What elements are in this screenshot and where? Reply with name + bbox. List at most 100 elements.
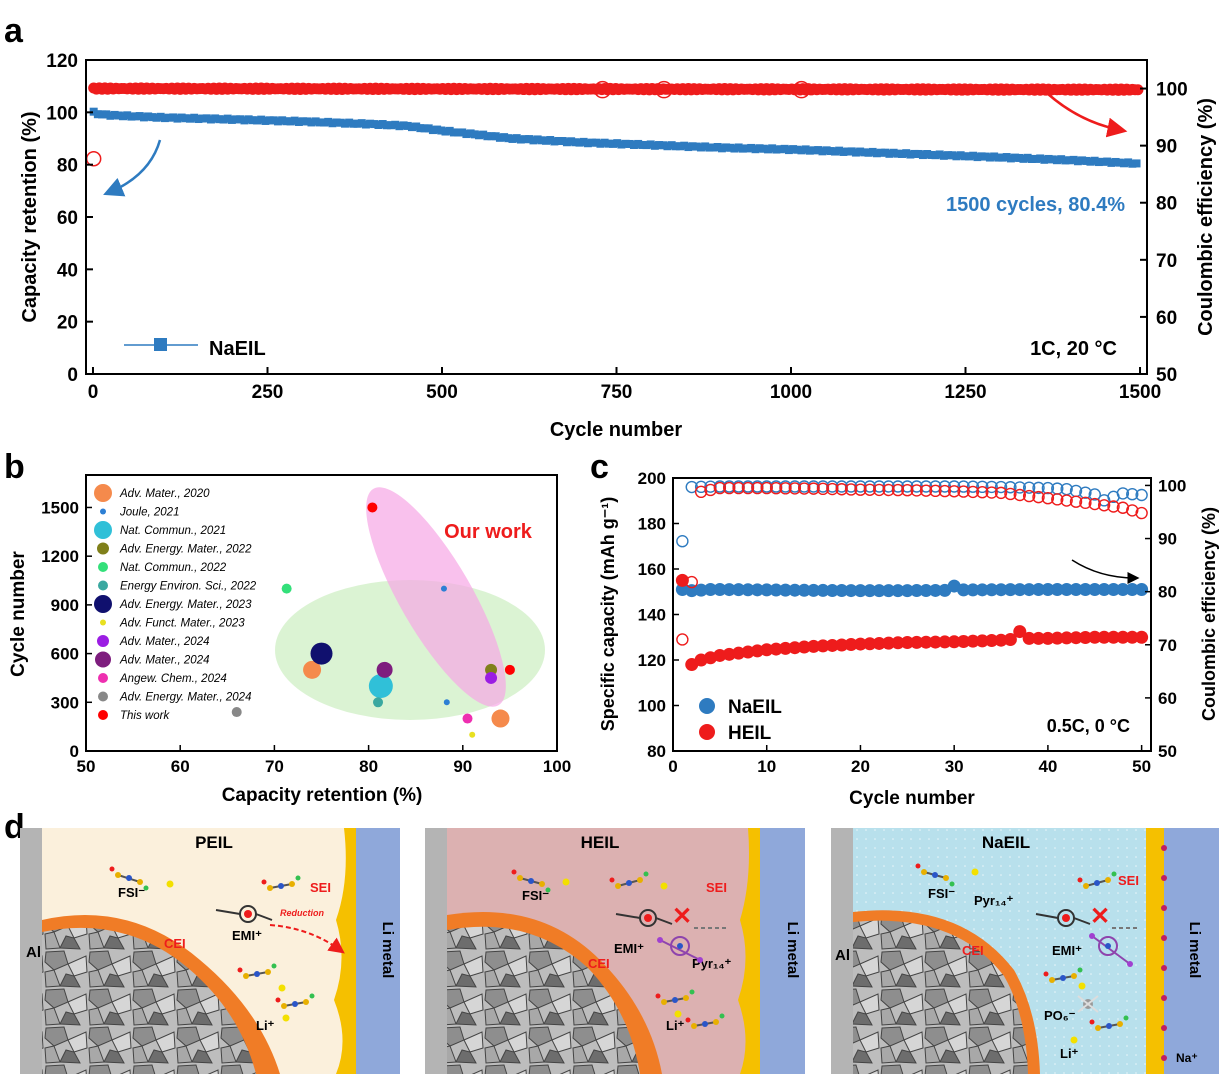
capacity-marker	[900, 635, 914, 649]
y-tick-label: 40	[57, 260, 78, 281]
capacity-marker	[219, 115, 228, 124]
capacity-marker	[750, 583, 764, 597]
capacity-marker	[583, 139, 592, 148]
capacity-marker	[521, 135, 530, 144]
legend-label: Joule, 2021	[119, 507, 179, 519]
capacity-marker	[801, 145, 810, 154]
capacity-marker	[990, 152, 999, 161]
li-ion	[660, 882, 668, 890]
capacity-marker	[395, 122, 404, 131]
panel-label-b: b	[4, 448, 25, 486]
capacity-marker	[1078, 630, 1092, 644]
y2-tick-label: 80	[1156, 194, 1177, 215]
capacity-marker	[407, 123, 416, 132]
capacity-marker	[655, 141, 664, 150]
fsi-molecule	[685, 1013, 725, 1029]
capacity-marker	[328, 119, 337, 128]
emi-cation	[215, 905, 273, 923]
capacity-marker	[755, 144, 764, 153]
capacity-marker	[629, 140, 638, 149]
ce-marker	[826, 482, 839, 496]
capacity-marker	[378, 120, 387, 129]
panel-a-y2label: Coulombic efficiency (%)	[1195, 98, 1217, 336]
capacity-marker	[882, 636, 896, 650]
capacity-marker	[830, 147, 839, 156]
capacity-marker	[604, 139, 613, 148]
scatter-point	[281, 583, 292, 594]
capacity-marker	[835, 146, 844, 155]
schematic-peil: PEIL Al Li metal FSI⁻ EMI⁺ SEI CEI Li⁺ R…	[20, 828, 400, 1074]
capacity-marker	[303, 117, 312, 126]
capacity-marker	[805, 146, 814, 155]
capacity-marker	[726, 143, 735, 152]
panel-a-condition: 1C, 20 °C	[1030, 338, 1117, 360]
capacity-marker	[466, 129, 475, 138]
ce-marker	[676, 633, 689, 646]
capacity-marker	[784, 146, 793, 155]
capacity-marker	[311, 117, 320, 126]
capacity-marker	[634, 139, 643, 148]
capacity-marker	[118, 112, 127, 121]
capacity-marker	[1099, 157, 1108, 166]
capacity-marker	[835, 638, 849, 652]
emi-label: EMI⁺	[232, 928, 262, 943]
capacity-marker	[479, 130, 488, 139]
sei-label: SEI	[706, 880, 727, 895]
al-collector	[831, 828, 853, 1074]
capacity-marker	[1041, 582, 1055, 596]
capacity-marker	[906, 150, 915, 159]
capacity-marker	[399, 121, 408, 130]
y-tick-label: 0	[67, 365, 78, 386]
capacity-marker	[294, 117, 303, 126]
ce-marker	[835, 483, 848, 496]
ce-marker	[1088, 488, 1101, 501]
capacity-marker	[741, 583, 755, 597]
ce-marker	[1126, 504, 1139, 517]
x-tick-label: 1000	[770, 382, 812, 403]
ce-marker	[1041, 491, 1055, 505]
capacity-marker	[1107, 630, 1121, 644]
capacity-marker	[588, 138, 597, 147]
legend-marker	[98, 562, 108, 572]
capacity-marker	[1107, 158, 1116, 167]
capacity-marker	[567, 137, 576, 146]
capacity-marker	[638, 140, 647, 149]
fsi-molecule	[1043, 967, 1083, 983]
capacity-marker	[1050, 631, 1064, 645]
sei-layer	[1146, 828, 1164, 1074]
panel-b: b Our work 50 60 70 80 90 100 0 300 600 900 1200 15…	[4, 448, 571, 806]
capacity-marker	[144, 112, 153, 121]
capacity-marker	[843, 147, 852, 156]
cathode-particle	[447, 926, 640, 1074]
capacity-marker	[760, 583, 774, 597]
panel-b-plot	[231, 502, 515, 738]
capacity-marker	[508, 134, 517, 143]
capacity-marker	[816, 583, 830, 597]
capacity-marker	[428, 126, 437, 135]
capacity-marker	[110, 110, 119, 119]
capacity-marker	[734, 143, 743, 152]
ce-marker	[994, 480, 1008, 494]
capacity-marker	[1003, 583, 1017, 597]
y2-tick-label: 50	[1156, 365, 1177, 386]
capacity-marker	[768, 144, 777, 153]
capacity-marker	[500, 133, 509, 142]
capacity-marker	[391, 120, 400, 129]
y-tick-label: 200	[638, 469, 666, 488]
capacity-marker	[156, 112, 165, 121]
capacity-marker	[278, 116, 287, 125]
y2-tick-label: 70	[1158, 636, 1177, 655]
sei-label: SEI	[1118, 873, 1139, 888]
legend-marker	[98, 580, 108, 591]
capacity-marker	[550, 137, 559, 146]
capacity-marker	[441, 127, 450, 136]
panel-a-frame	[85, 59, 1148, 375]
capacity-marker	[1052, 156, 1061, 165]
fsi-molecule	[275, 993, 315, 1009]
ce-marker	[994, 486, 1008, 500]
capacity-marker	[160, 114, 169, 123]
capacity-marker	[956, 151, 965, 160]
ce-marker	[863, 483, 877, 496]
capacity-marker	[952, 152, 961, 161]
panel-c-y2label: Coulombic efficiency (%)	[1199, 507, 1219, 721]
